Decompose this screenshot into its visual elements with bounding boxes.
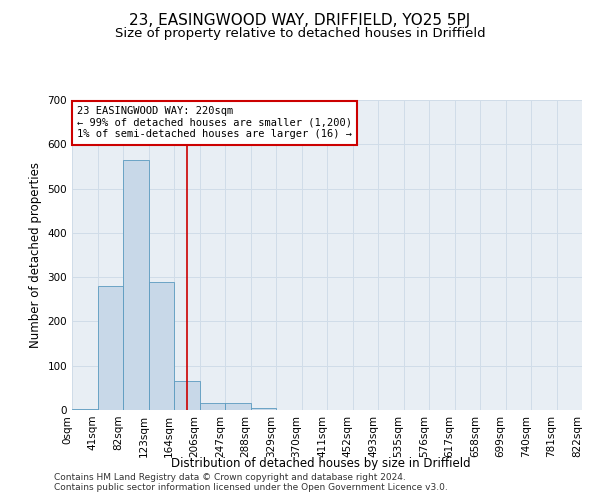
Bar	[149, 282, 174, 410]
Bar	[72, 409, 97, 410]
Bar	[251, 408, 276, 410]
Bar	[199, 404, 225, 410]
Text: Contains HM Land Registry data © Crown copyright and database right 2024.: Contains HM Land Registry data © Crown c…	[54, 474, 406, 482]
Text: 23, EASINGWOOD WAY, DRIFFIELD, YO25 5PJ: 23, EASINGWOOD WAY, DRIFFIELD, YO25 5PJ	[130, 12, 470, 28]
Bar	[174, 381, 199, 410]
Text: Contains public sector information licensed under the Open Government Licence v3: Contains public sector information licen…	[54, 484, 448, 492]
Bar	[97, 286, 123, 410]
Bar	[225, 404, 251, 410]
Y-axis label: Number of detached properties: Number of detached properties	[29, 162, 42, 348]
Bar	[123, 160, 149, 410]
Text: 23 EASINGWOOD WAY: 220sqm
← 99% of detached houses are smaller (1,200)
1% of sem: 23 EASINGWOOD WAY: 220sqm ← 99% of detac…	[77, 106, 352, 140]
Text: Size of property relative to detached houses in Driffield: Size of property relative to detached ho…	[115, 28, 485, 40]
Text: Distribution of detached houses by size in Driffield: Distribution of detached houses by size …	[171, 458, 471, 470]
